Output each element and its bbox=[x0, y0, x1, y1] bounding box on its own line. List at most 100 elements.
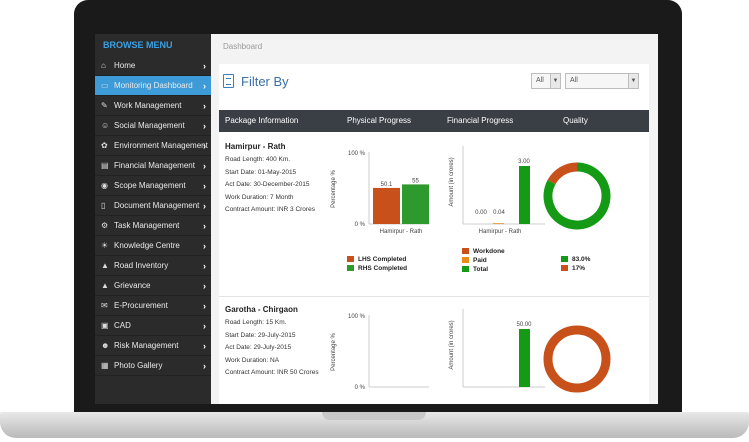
quality-donut-chart bbox=[543, 325, 611, 393]
y-axis-label: Percentage % bbox=[331, 332, 337, 370]
package-detail: Contract Amount: INR 3 Crores bbox=[225, 206, 315, 213]
package-detail: Road Length: 15 Km. bbox=[225, 319, 287, 326]
chevron-down-icon[interactable]: ▼ bbox=[628, 74, 638, 88]
sidebar-item-label: Social Management bbox=[114, 121, 185, 130]
bar bbox=[519, 329, 530, 387]
sidebar-item-home[interactable]: ⌂ Home › bbox=[95, 56, 211, 76]
bar bbox=[493, 223, 504, 224]
chevron-right-icon: › bbox=[203, 301, 206, 311]
legend-label: Paid bbox=[473, 257, 487, 264]
sidebar: BROWSE MENU ⌂ Home › ▭ Monitoring Dashboard ›… bbox=[95, 34, 211, 404]
donut-slice bbox=[543, 325, 611, 393]
legend-swatch bbox=[462, 257, 469, 264]
sidebar-item-financial-management[interactable]: ▤ Financial Management › bbox=[95, 156, 211, 176]
breadcrumb[interactable]: Dashboard bbox=[211, 34, 658, 60]
hammer-icon: ✎ bbox=[101, 101, 108, 110]
lightbulb-icon: ☀ bbox=[101, 241, 109, 250]
sidebar-item-label: Task Management bbox=[114, 221, 180, 230]
filter-select-2[interactable]: All ▼ bbox=[565, 73, 639, 89]
sidebar-item-scope-management[interactable]: ◉ Scope Management › bbox=[95, 176, 211, 196]
sidebar-item-grievance[interactable]: ▲ Grievance › bbox=[95, 276, 211, 296]
sidebar-title: BROWSE MENU bbox=[103, 40, 173, 50]
filter-select-1[interactable]: All ▼ bbox=[531, 73, 561, 89]
package-name[interactable]: Hamirpur - Rath bbox=[225, 142, 286, 151]
legend-label: Workdone bbox=[473, 248, 505, 255]
cart-icon: ✉ bbox=[101, 301, 108, 310]
sidebar-item-label: Road Inventory bbox=[114, 261, 169, 270]
package-detail: Work Duration: NA bbox=[225, 356, 280, 364]
legend-workdone: Workdone bbox=[462, 248, 505, 255]
bar bbox=[373, 187, 400, 224]
chevron-right-icon: › bbox=[203, 241, 206, 251]
sidebar-item-risk-management[interactable]: ☻ Risk Management › bbox=[95, 336, 211, 356]
printer-icon: ▣ bbox=[101, 321, 109, 330]
sidebar-item-label: Environment Management bbox=[114, 141, 208, 150]
legend-swatch bbox=[462, 266, 469, 273]
sidebar-item-label: E-Procurement bbox=[114, 301, 168, 310]
chevron-right-icon: › bbox=[203, 101, 206, 111]
sidebar-item-label: Risk Management bbox=[114, 341, 179, 350]
legend-quality-good: 83.0% bbox=[561, 256, 590, 263]
laptop-notch bbox=[322, 412, 426, 420]
chevron-down-icon[interactable]: ▼ bbox=[550, 74, 560, 88]
package-detail: Start Date: 29-July-2015 bbox=[225, 331, 296, 339]
sidebar-item-document-management[interactable]: ▯ Document Management › bbox=[95, 196, 211, 216]
donut-slice bbox=[543, 162, 611, 230]
sidebar-item-label: Knowledge Centre bbox=[114, 241, 180, 250]
sidebar-item-knowledge-centre[interactable]: ☀ Knowledge Centre › bbox=[95, 236, 211, 256]
package-name[interactable]: Garotha - Chirgaon bbox=[225, 305, 298, 314]
legend-lhs-completed: LHS Completed bbox=[347, 256, 406, 263]
sidebar-item-label: Home bbox=[114, 61, 136, 70]
bar-value-label: 55 bbox=[412, 178, 419, 184]
legend-swatch bbox=[462, 248, 469, 255]
legend-label: RHS Completed bbox=[358, 265, 408, 272]
y-axis-label: Amount (in crores) bbox=[449, 320, 455, 369]
package-detail: Act Date: 29-July-2015 bbox=[225, 344, 292, 351]
chevron-right-icon: › bbox=[203, 281, 206, 291]
sidebar-item-photo-gallery[interactable]: ▦ Photo Gallery › bbox=[95, 356, 211, 376]
physical-progress-chart: 100 % 0 % Percentage % 50.1 55 Hamirpur - Rat… bbox=[331, 151, 429, 235]
bar-value-label: 50.00 bbox=[516, 322, 532, 328]
sidebar-item-monitoring-dashboard[interactable]: ▭ Monitoring Dashboard › bbox=[95, 76, 211, 96]
sidebar-item-e-procurement[interactable]: ✉ E-Procurement › bbox=[95, 296, 211, 316]
sidebar-item-social-management[interactable]: ☺ Social Management › bbox=[95, 116, 211, 136]
sidebar-item-label: Grievance bbox=[114, 281, 151, 290]
alert-icon: ▲ bbox=[101, 281, 109, 290]
sidebar-item-road-inventory[interactable]: ▲ Road Inventory › bbox=[95, 256, 211, 276]
screen: BROWSE MENU ⌂ Home › ▭ Monitoring Dashboard ›… bbox=[95, 34, 658, 404]
sidebar-item-work-management[interactable]: ✎ Work Management › bbox=[95, 96, 211, 116]
sidebar-item-environment-management[interactable]: ✿ Environment Management › bbox=[95, 136, 211, 156]
legend-paid: Paid bbox=[462, 257, 487, 264]
legend-label: 83.0% bbox=[572, 256, 591, 263]
sidebar-item-task-management[interactable]: ⚙ Task Management › bbox=[95, 216, 211, 236]
package-detail: Road Length: 400 Km. bbox=[225, 156, 291, 163]
y-tick-label: 0 % bbox=[355, 385, 366, 391]
chevron-right-icon: › bbox=[203, 121, 206, 131]
legend-quality-bad: 17% bbox=[561, 265, 585, 272]
globe-icon: ◉ bbox=[101, 181, 108, 190]
sidebar-item-label: Document Management bbox=[114, 201, 200, 210]
road-icon: ▲ bbox=[101, 261, 109, 270]
legend-total: Total bbox=[462, 266, 488, 273]
people-icon: ☺ bbox=[101, 121, 110, 130]
legend-swatch bbox=[347, 265, 354, 272]
legend-label: Total bbox=[473, 266, 489, 273]
y-tick-label: 0 % bbox=[355, 222, 366, 228]
filter-title: Filter By bbox=[241, 74, 289, 89]
table-header: Package Information Physical Progress Fi… bbox=[219, 110, 649, 132]
sidebar-item-cad[interactable]: ▣ CAD › bbox=[95, 316, 211, 336]
chevron-right-icon: › bbox=[203, 321, 206, 331]
legend-rhs-completed: RHS Completed bbox=[347, 265, 407, 272]
header-physical-progress: Physical Progress bbox=[347, 116, 412, 125]
leaf-icon: ✿ bbox=[101, 141, 108, 150]
legend-label: LHS Completed bbox=[358, 256, 407, 263]
package-detail: Act Date: 30-December-2015 bbox=[225, 181, 310, 188]
chevron-right-icon: › bbox=[203, 201, 206, 211]
header-quality: Quality bbox=[563, 116, 588, 125]
document-icon: ▯ bbox=[101, 201, 106, 210]
chevron-right-icon: › bbox=[203, 181, 206, 191]
package-row: Hamirpur - Rath Road Length: 400 Km. Start… bbox=[219, 134, 649, 297]
users-icon: ☻ bbox=[101, 341, 110, 350]
y-tick-label: 100 % bbox=[348, 314, 366, 320]
financial-progress-chart: Amount (in crores) 50.00 bbox=[449, 309, 545, 388]
